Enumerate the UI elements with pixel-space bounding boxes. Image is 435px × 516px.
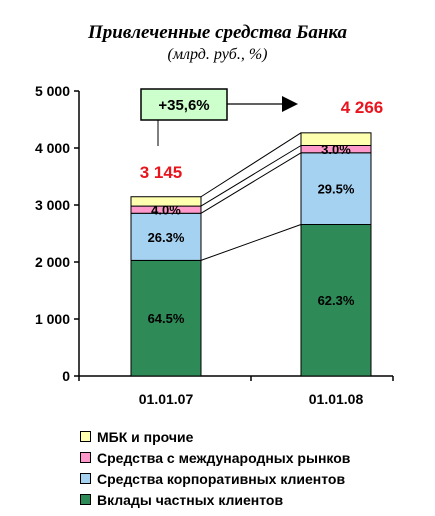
bar-segment xyxy=(130,196,202,207)
legend-swatch-mbk xyxy=(80,431,91,442)
segment-label: 64.5% xyxy=(148,311,185,326)
segment-connector xyxy=(200,224,302,261)
legend-swatch-international xyxy=(80,452,91,463)
legend: МБК и прочие Средства с международных ры… xyxy=(80,426,350,510)
chart-title: Привлеченные средства Банка xyxy=(87,22,348,43)
y-tick-label: 3 000 xyxy=(35,197,70,213)
total-label: 4 266 xyxy=(341,98,384,117)
bar-segment xyxy=(130,212,202,261)
legend-label-international: Средства с международных рынков xyxy=(97,449,351,466)
y-tick-label: 4 000 xyxy=(35,140,70,156)
legend-swatch-corporate xyxy=(80,473,91,484)
legend-item-corporate: Средства корпоративных клиентов xyxy=(80,468,350,489)
chart-subtitle: (млрд. руб., %) xyxy=(167,46,268,63)
legend-item-mbk: МБК и прочие xyxy=(80,426,350,447)
segment-connector xyxy=(200,145,302,207)
segment-label: 29.5% xyxy=(318,182,355,197)
x-tick-label: 01.01.07 xyxy=(139,391,194,407)
bar-segment xyxy=(130,259,202,377)
y-tick-label: 1 000 xyxy=(35,311,70,327)
growth-label: +35,6% xyxy=(158,97,209,114)
legend-label-corporate: Средства корпоративных клиентов xyxy=(97,470,346,487)
growth-arrow-head xyxy=(282,96,298,112)
y-tick-label: 0 xyxy=(62,368,70,384)
y-tick-label: 5 000 xyxy=(35,83,70,99)
legend-item-international: Средства с международных рынков xyxy=(80,447,350,468)
y-tick-label: 2 000 xyxy=(35,254,70,270)
bar-segment xyxy=(300,223,372,377)
legend-label-retail: Вклады частных клиентов xyxy=(97,491,284,508)
segment-connector xyxy=(200,152,302,214)
legend-item-retail: Вклады частных клиентов xyxy=(80,489,350,510)
legend-label-mbk: МБК и прочие xyxy=(97,428,194,445)
legend-swatch-retail xyxy=(80,494,91,505)
x-tick-label: 01.01.08 xyxy=(309,391,364,407)
segment-connector xyxy=(200,132,302,198)
total-label: 3 145 xyxy=(140,163,183,182)
segment-label: 26.3% xyxy=(148,230,185,245)
bar-segment xyxy=(300,132,372,146)
segment-label: 62.3% xyxy=(318,293,355,308)
bar-segment xyxy=(300,152,372,225)
